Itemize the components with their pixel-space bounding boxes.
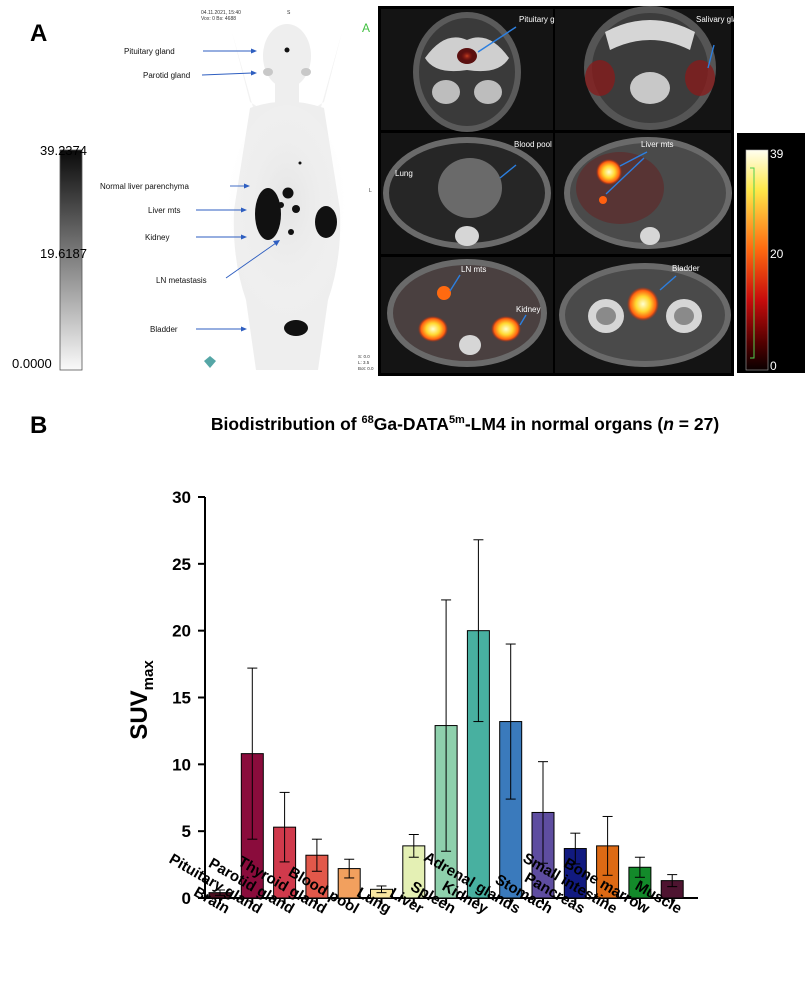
heat-mid-label: 20 — [770, 247, 784, 261]
ct-label-pituitary: Pituitary gland — [519, 15, 570, 24]
heat-min-label: 0 — [770, 359, 777, 373]
mip-arrows — [196, 48, 280, 332]
grayscale-max-label: 39.2374 — [40, 143, 87, 158]
heat-max-label: 39 — [770, 147, 784, 161]
mip-image: 04.11.2021, 15:40 Vox: 0 Bs: 4688 S L A — [196, 8, 376, 374]
y-tick-label: 30 — [172, 488, 191, 507]
label-bladder: Bladder — [150, 325, 178, 334]
label-normal-liver: Normal liver parenchyma — [100, 182, 189, 191]
heat-color-bar: 39 20 0 — [737, 133, 805, 373]
label-parotid-gland: Parotid gland — [143, 71, 190, 80]
ct-slice-salivary: Salivary glands — [555, 6, 750, 130]
label-pituitary-gland: Pituitary gland — [124, 47, 175, 56]
mip-corner-letter: A — [362, 21, 370, 35]
grayscale-mid-label: 19.6187 — [40, 246, 87, 261]
mip-header-line2: Vox: 0 Bs: 4688 — [201, 16, 236, 22]
grayscale-bar: 39.2374 19.6187 0.0000 — [12, 143, 87, 371]
arrow-icon — [605, 157, 645, 195]
arrow-icon — [225, 242, 277, 279]
ct-label-blood-pool: Blood pool — [514, 140, 552, 149]
arrow-icon — [519, 314, 527, 326]
mip-footer-line3: Bot: 0.0 — [358, 366, 374, 371]
arrow-icon — [201, 72, 253, 76]
mip-footer-line2: L: 3.5 — [358, 360, 370, 365]
grayscale-gradient — [59, 149, 83, 371]
arrow-icon — [707, 44, 715, 69]
chart-title: Biodistribution of 68Ga-DATA5m-LM4 in no… — [210, 414, 720, 434]
ct-label-bladder: Bladder — [672, 264, 700, 273]
mip-header-line1: 04.11.2021, 15:40 — [201, 10, 241, 16]
ct-slice-thorax: Lung Blood pool — [381, 133, 553, 254]
ct-label-lung: Lung — [395, 169, 413, 178]
logo-icon — [204, 356, 216, 368]
panel-a-letter: A — [30, 20, 48, 47]
mip-footer-line1: S: 0.0 — [358, 354, 370, 359]
label-kidney: Kidney — [145, 233, 169, 242]
arrow-icon — [659, 275, 677, 291]
mip-top-marker: S — [287, 10, 291, 16]
y-tick-label: 20 — [172, 622, 191, 641]
mip-side-marker: L — [369, 188, 372, 194]
y-axis-label: SUVmax — [126, 660, 157, 740]
label-liver-mts: Liver mts — [148, 206, 180, 215]
arrow-icon — [499, 164, 517, 179]
arrow-icon — [449, 274, 461, 292]
ct-slice-liver: Liver mts — [555, 133, 732, 254]
panel-b-letter: B — [30, 412, 48, 439]
grayscale-min-label: 0.0000 — [12, 356, 52, 371]
ct-slice-bladder: Bladder — [555, 257, 731, 373]
ct-label-ln-mts: LN mts — [461, 265, 486, 274]
ct-slice-pituitary: Pituitary gland — [381, 9, 570, 132]
arrow-icon — [477, 26, 517, 53]
mip-organ-labels: Pituitary gland Parotid gland Normal liv… — [100, 47, 207, 334]
ct-label-liver-mts: Liver mts — [641, 140, 673, 149]
y-tick-label: 15 — [172, 689, 191, 708]
label-ln-metastasis: LN metastasis — [156, 276, 207, 285]
y-tick-label: 25 — [172, 555, 191, 574]
heat-gradient — [745, 149, 769, 371]
ct-slices-grid: Pituitary gland Salivary glands Lung Blo… — [378, 6, 750, 376]
y-tick-label: 0 — [182, 889, 191, 908]
ct-label-salivary: Salivary glands — [696, 15, 750, 24]
mip-uptake-foci — [255, 47, 337, 336]
y-tick-label: 5 — [182, 822, 191, 841]
ct-slice-kidney: LN mts Kidney — [381, 257, 553, 373]
y-tick-label: 10 — [172, 755, 191, 774]
ct-label-kidney: Kidney — [516, 305, 540, 314]
arrow-icon — [619, 151, 648, 167]
